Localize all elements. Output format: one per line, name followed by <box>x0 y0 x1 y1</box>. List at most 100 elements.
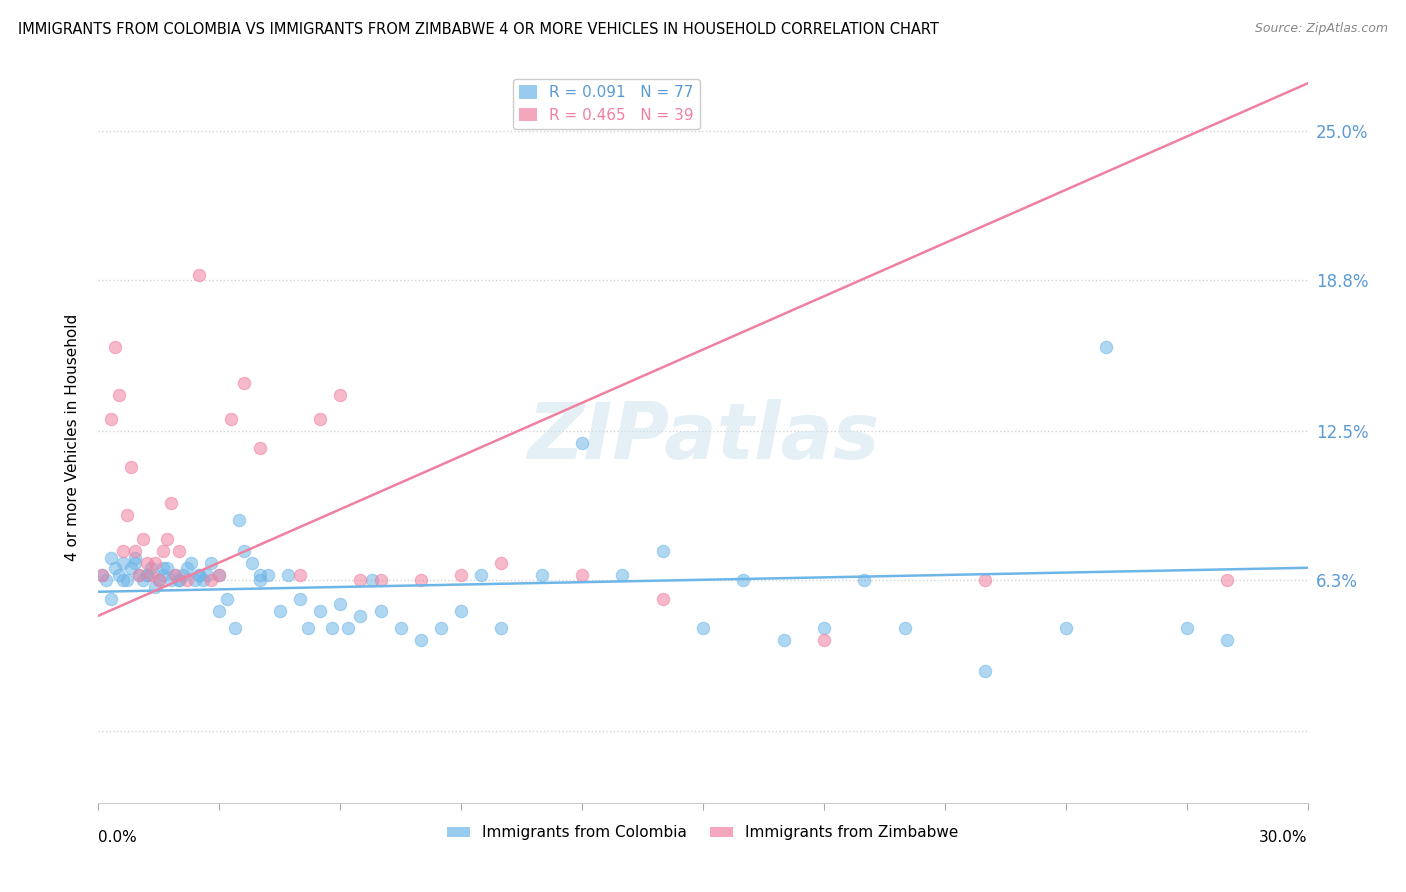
Point <box>1054 621 1077 635</box>
Point <box>208 568 231 582</box>
Point <box>107 388 129 402</box>
Point <box>1095 340 1118 354</box>
Point <box>124 556 146 570</box>
Point <box>232 376 254 391</box>
Y-axis label: 4 or more Vehicles in Household: 4 or more Vehicles in Household <box>65 313 80 561</box>
Point <box>309 412 332 426</box>
Point <box>139 568 162 582</box>
Point <box>491 621 513 635</box>
Point <box>156 532 179 546</box>
Point <box>193 573 215 587</box>
Point <box>208 568 231 582</box>
Point <box>1175 621 1198 635</box>
Point <box>450 568 472 582</box>
Point <box>120 561 142 575</box>
Point <box>249 568 271 582</box>
Point <box>389 621 412 635</box>
Point <box>160 496 183 510</box>
Point <box>224 621 246 635</box>
Point <box>288 591 311 606</box>
Text: Source: ZipAtlas.com: Source: ZipAtlas.com <box>1254 22 1388 36</box>
Point <box>91 568 114 582</box>
Point <box>370 573 392 587</box>
Point <box>651 544 673 558</box>
Point <box>176 561 198 575</box>
Point <box>491 556 513 570</box>
Point <box>329 597 352 611</box>
Point <box>128 568 150 582</box>
Point <box>430 621 453 635</box>
Point <box>148 573 170 587</box>
Point <box>188 568 211 582</box>
Point <box>349 608 371 623</box>
Point <box>450 604 472 618</box>
Point <box>361 573 384 587</box>
Point <box>309 604 332 618</box>
Point <box>167 573 190 587</box>
Point <box>329 388 352 402</box>
Point <box>156 561 179 575</box>
Point <box>139 561 162 575</box>
Point <box>470 568 492 582</box>
Point <box>184 573 207 587</box>
Point <box>160 573 183 587</box>
Point <box>370 604 392 618</box>
Point <box>893 621 915 635</box>
Point <box>176 573 198 587</box>
Point <box>692 621 714 635</box>
Point <box>135 568 157 582</box>
Point <box>111 544 134 558</box>
Point <box>100 551 122 566</box>
Point <box>172 568 194 582</box>
Point <box>349 573 371 587</box>
Point <box>733 573 755 587</box>
Point <box>651 591 673 606</box>
Point <box>115 508 138 522</box>
Point <box>167 573 190 587</box>
Point <box>228 513 250 527</box>
Point <box>232 544 254 558</box>
Point <box>571 436 593 450</box>
Text: 30.0%: 30.0% <box>1260 830 1308 845</box>
Point <box>321 621 343 635</box>
Point <box>200 556 222 570</box>
Point <box>772 632 794 647</box>
Point <box>163 568 186 582</box>
Point <box>107 568 129 582</box>
Point <box>115 573 138 587</box>
Point <box>1216 632 1239 647</box>
Text: 0.0%: 0.0% <box>98 830 138 845</box>
Point <box>180 556 202 570</box>
Point <box>1216 573 1239 587</box>
Point <box>571 568 593 582</box>
Point <box>530 568 553 582</box>
Point <box>277 568 299 582</box>
Text: ZIPatlas: ZIPatlas <box>527 399 879 475</box>
Point <box>91 568 114 582</box>
Point <box>100 412 122 426</box>
Point <box>111 573 134 587</box>
Point <box>195 568 218 582</box>
Point <box>256 568 278 582</box>
Point <box>249 573 271 587</box>
Point <box>853 573 876 587</box>
Point <box>96 573 118 587</box>
Point <box>111 556 134 570</box>
Point <box>288 568 311 582</box>
Point <box>813 632 835 647</box>
Point <box>240 556 263 570</box>
Point <box>974 573 997 587</box>
Point <box>221 412 243 426</box>
Point <box>409 573 432 587</box>
Point <box>132 532 155 546</box>
Point <box>337 621 360 635</box>
Point <box>124 551 146 566</box>
Point <box>143 556 166 570</box>
Point <box>167 544 190 558</box>
Point <box>143 580 166 594</box>
Point <box>217 591 239 606</box>
Point <box>249 441 271 455</box>
Point <box>103 561 125 575</box>
Point <box>612 568 634 582</box>
Point <box>974 664 997 678</box>
